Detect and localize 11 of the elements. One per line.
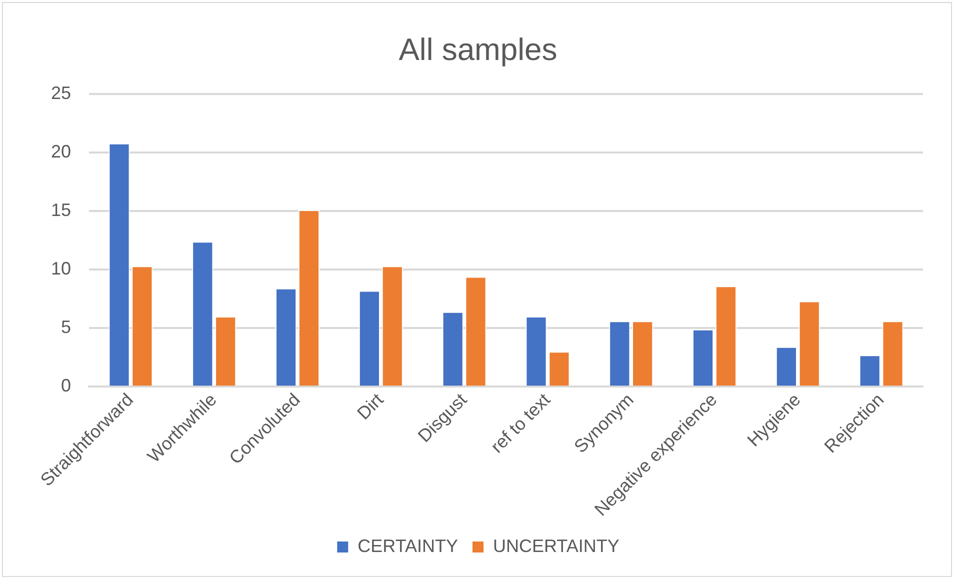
y-tick-label: 15 — [50, 200, 72, 220]
y-tick-label: 20 — [50, 142, 72, 162]
y-tick-label: 0 — [61, 376, 72, 396]
x-tick-label: ref to text — [486, 390, 554, 457]
y-tick-label: 25 — [50, 83, 72, 104]
x-tick-label: Dirt — [353, 390, 388, 424]
chart-title: All samples — [398, 32, 558, 68]
legend-label: CERTAINTY — [358, 536, 458, 556]
legend-label: UNCERTAINTY — [493, 536, 620, 556]
y-tick-label: 10 — [50, 258, 72, 279]
y-tick-label: 5 — [61, 317, 72, 338]
